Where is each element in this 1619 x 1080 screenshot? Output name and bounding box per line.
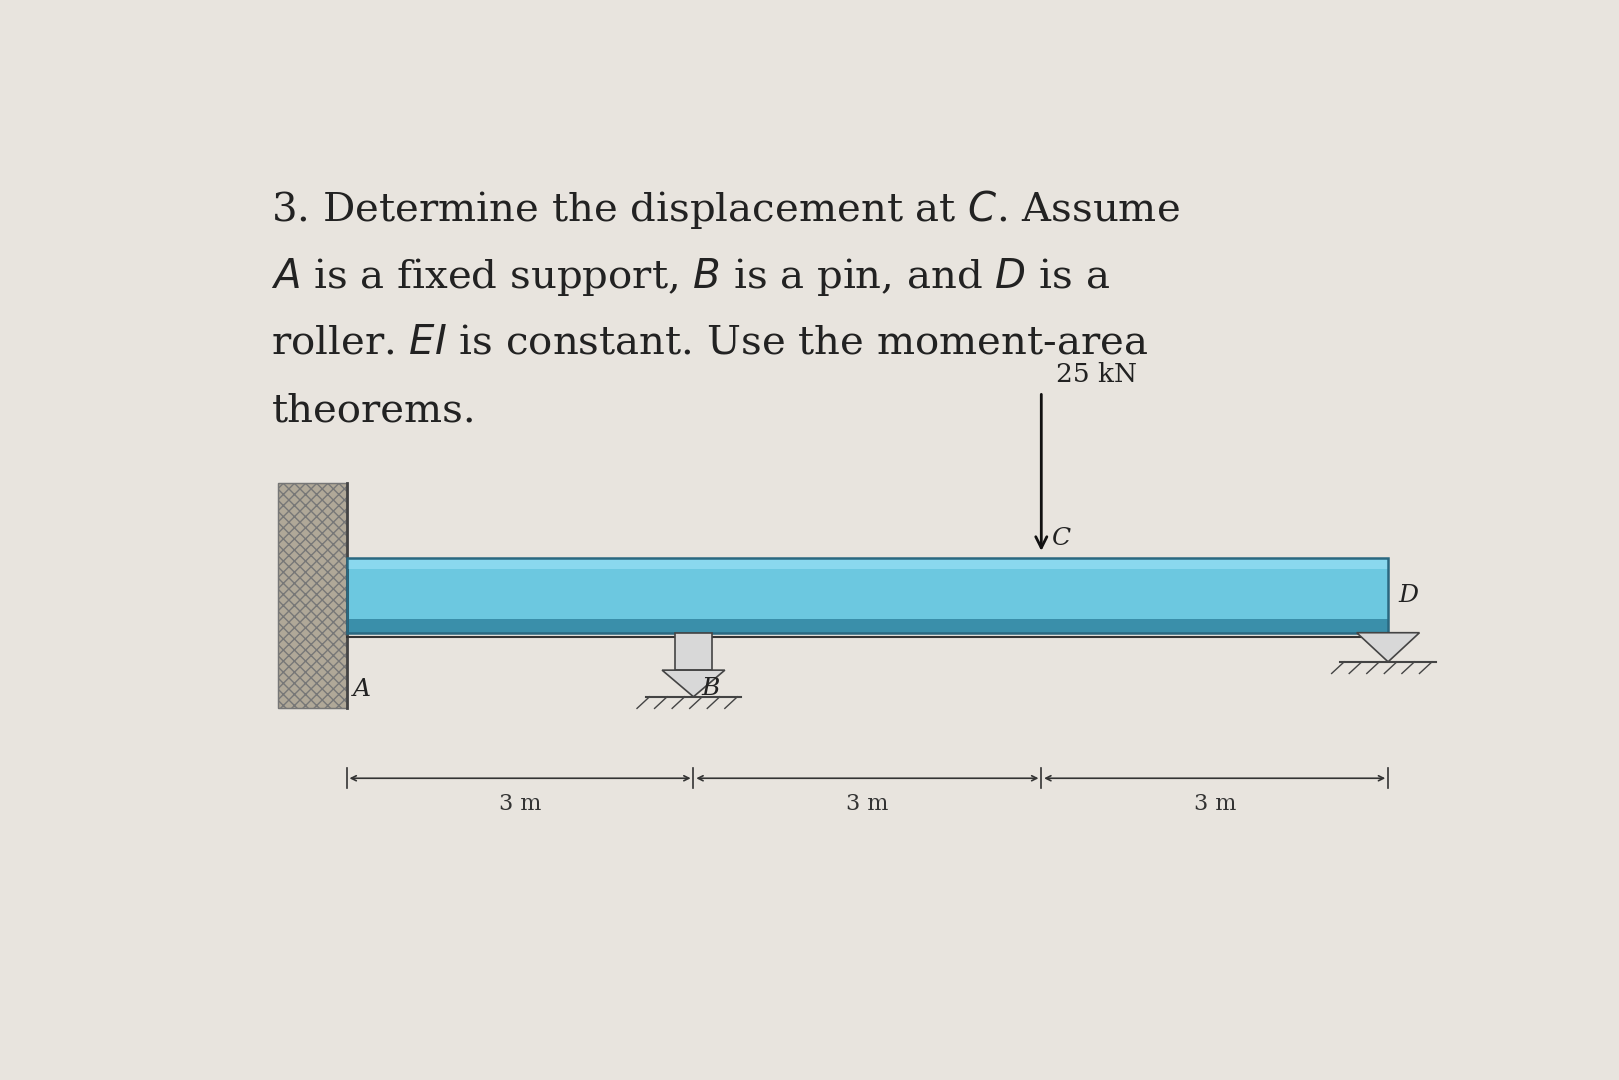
Text: $A$ is a fixed support, $B$ is a pin, and $D$ is a: $A$ is a fixed support, $B$ is a pin, an… (272, 256, 1111, 298)
Bar (346, 619, 1387, 633)
Bar (346, 558, 1387, 619)
Text: 3 m: 3 m (1193, 793, 1235, 815)
Text: 3. Determine the displacement at $C$. Assume: 3. Determine the displacement at $C$. As… (272, 188, 1180, 231)
Bar (346, 558, 1387, 633)
Polygon shape (662, 670, 725, 697)
Text: theorems.: theorems. (272, 392, 476, 430)
Polygon shape (1357, 633, 1420, 662)
Text: 3 m: 3 m (499, 793, 541, 815)
Bar (278, 483, 346, 707)
Bar (278, 483, 346, 707)
Text: 3 m: 3 m (847, 793, 889, 815)
Bar (346, 558, 1387, 569)
Bar (675, 633, 712, 670)
Text: A: A (353, 678, 371, 701)
Text: C: C (1051, 527, 1070, 550)
Text: B: B (701, 677, 719, 700)
Text: 25 kN: 25 kN (1056, 363, 1138, 388)
Text: D: D (1399, 584, 1418, 607)
Text: roller. $EI$ is constant. Use the moment-area: roller. $EI$ is constant. Use the moment… (272, 324, 1149, 361)
